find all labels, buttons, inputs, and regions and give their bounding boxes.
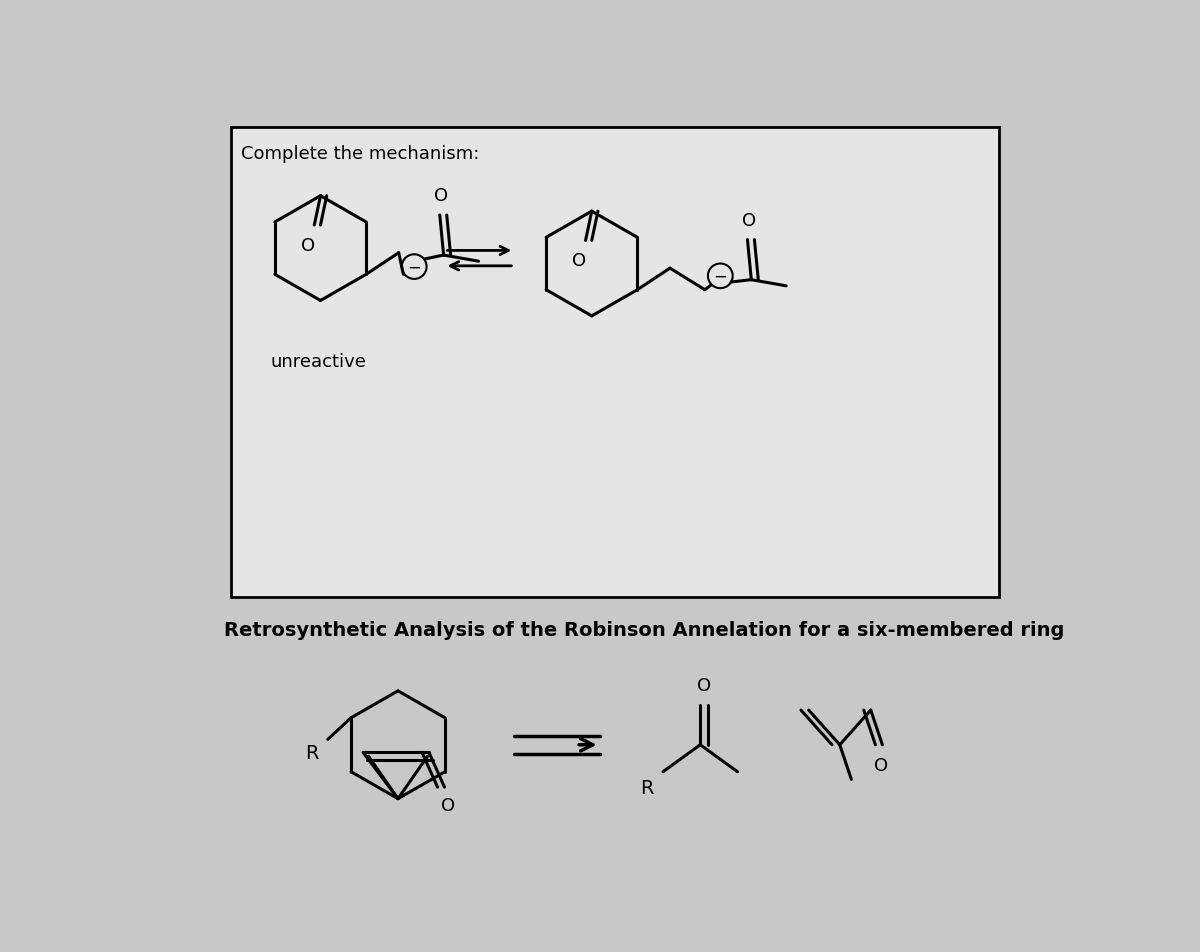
Text: O: O [742, 211, 756, 229]
Text: O: O [301, 236, 316, 254]
Text: O: O [874, 756, 888, 774]
Text: R: R [641, 778, 654, 797]
Text: O: O [434, 187, 449, 205]
Text: −: − [713, 268, 727, 286]
Text: O: O [442, 797, 456, 815]
Text: −: − [407, 258, 421, 276]
Bar [232, 129, 998, 597]
Text: Complete the mechanism:: Complete the mechanism: [241, 145, 479, 163]
Text: R: R [305, 744, 318, 763]
Text: O: O [572, 252, 587, 270]
Text: unreactive: unreactive [270, 352, 366, 370]
Text: Retrosynthetic Analysis of the Robinson Annelation for a six-membered ring: Retrosynthetic Analysis of the Robinson … [223, 621, 1064, 640]
Text: O: O [697, 676, 712, 694]
